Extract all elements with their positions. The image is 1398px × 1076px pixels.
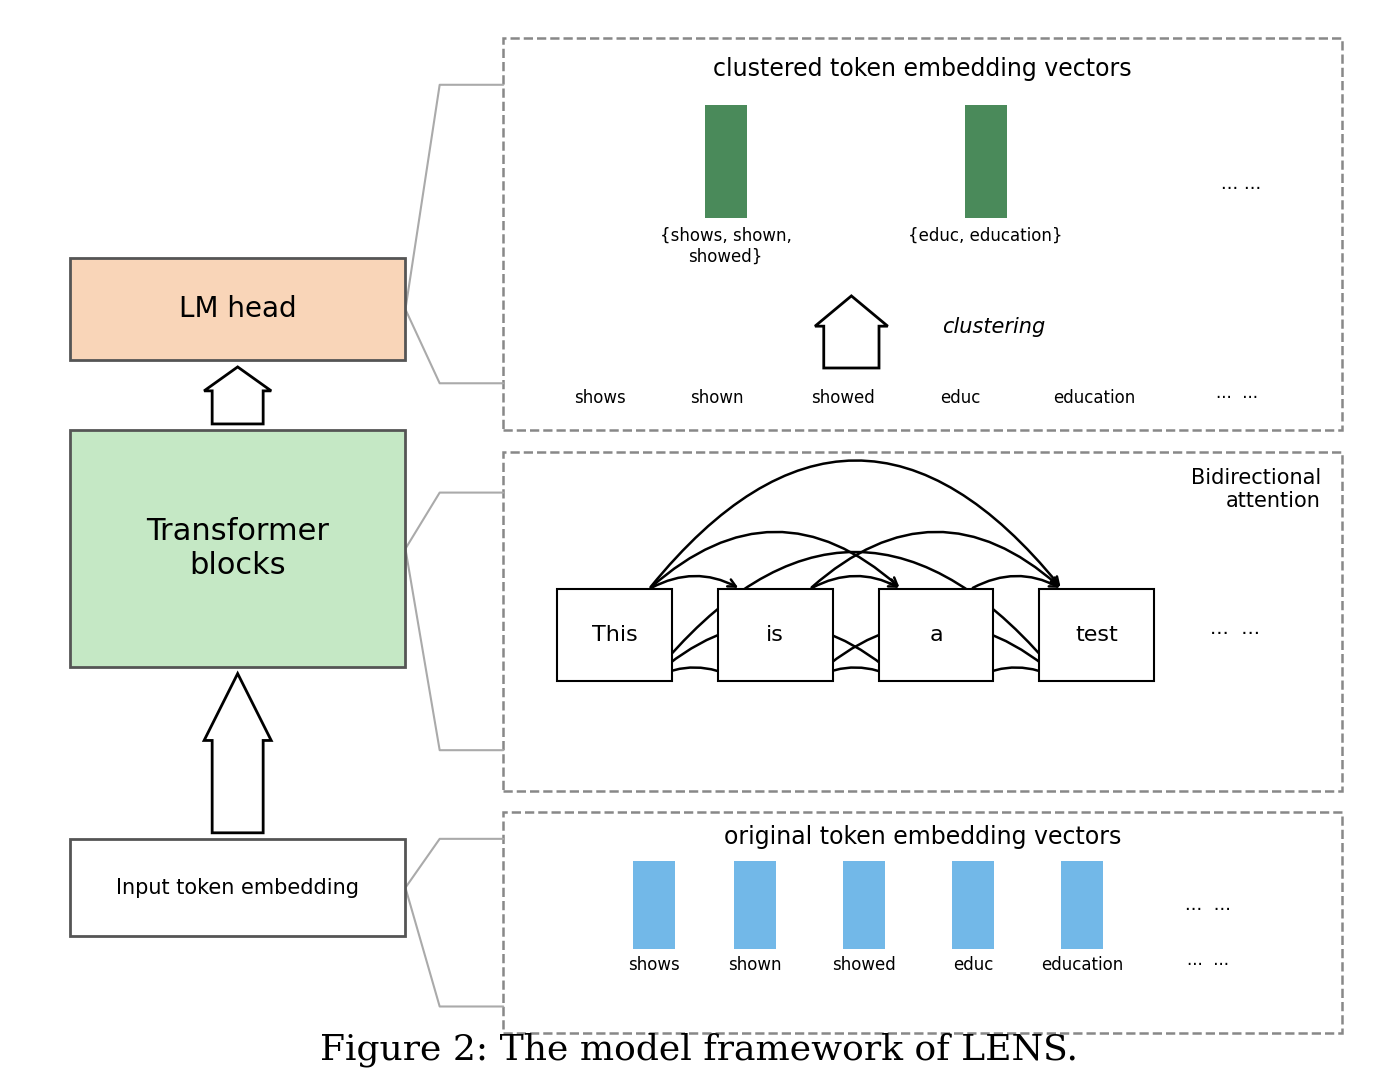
FancyArrowPatch shape — [651, 576, 735, 587]
Bar — [705, 105, 747, 218]
Text: Bidirectional
attention: Bidirectional attention — [1191, 468, 1321, 511]
Text: LM head: LM head — [179, 295, 296, 324]
Polygon shape — [815, 296, 888, 368]
Text: ...  ...: ... ... — [1186, 896, 1230, 914]
Text: education: education — [1054, 388, 1135, 407]
Text: ···  ···: ··· ··· — [1187, 955, 1229, 974]
Text: showed: showed — [811, 388, 875, 407]
Bar — [70, 839, 405, 936]
FancyArrowPatch shape — [653, 552, 1061, 679]
Text: clustered token embedding vectors: clustered token embedding vectors — [713, 57, 1132, 81]
Text: Input token embedding: Input token embedding — [116, 878, 359, 897]
Bar — [633, 861, 675, 949]
Polygon shape — [204, 674, 271, 833]
Text: Transformer
blocks: Transformer blocks — [147, 518, 329, 580]
Bar — [503, 38, 1342, 430]
Bar — [878, 590, 993, 681]
Text: educ: educ — [941, 388, 980, 407]
FancyArrowPatch shape — [812, 532, 1058, 587]
Text: a: a — [930, 625, 942, 645]
Text: ···  ···: ··· ··· — [1211, 625, 1260, 645]
Bar — [1040, 590, 1155, 681]
Text: shows: shows — [628, 955, 681, 974]
FancyArrowPatch shape — [651, 532, 898, 587]
Bar — [952, 861, 994, 949]
Bar — [503, 452, 1342, 791]
Bar — [503, 812, 1342, 1033]
Text: is: is — [766, 625, 784, 645]
Text: shown: shown — [691, 388, 744, 407]
Text: ... ...: ... ... — [1222, 175, 1261, 194]
FancyArrowPatch shape — [815, 667, 899, 679]
Text: shows: shows — [573, 388, 626, 407]
Text: test: test — [1075, 625, 1118, 645]
Bar — [965, 105, 1007, 218]
Text: {educ, education}: {educ, education} — [909, 227, 1062, 245]
Polygon shape — [204, 367, 271, 424]
Bar — [70, 258, 405, 360]
Text: showed: showed — [832, 955, 896, 974]
FancyArrowPatch shape — [653, 623, 899, 679]
Text: shown: shown — [728, 955, 781, 974]
Text: {shows, shown,
showed}: {shows, shown, showed} — [660, 227, 791, 266]
Bar — [734, 861, 776, 949]
FancyArrowPatch shape — [650, 461, 1058, 587]
Text: clustering: clustering — [942, 316, 1046, 337]
Text: education: education — [1042, 955, 1123, 974]
FancyArrowPatch shape — [973, 576, 1057, 587]
FancyArrowPatch shape — [654, 667, 738, 679]
Bar — [1061, 861, 1103, 949]
Bar — [70, 430, 405, 667]
Text: original token embedding vectors: original token embedding vectors — [724, 825, 1121, 849]
Text: educ: educ — [953, 955, 993, 974]
Text: Figure 2: The model framework of LENS.: Figure 2: The model framework of LENS. — [320, 1033, 1078, 1067]
FancyArrowPatch shape — [976, 667, 1060, 679]
Text: ···  ···: ··· ··· — [1216, 388, 1258, 407]
Text: This: This — [591, 625, 637, 645]
FancyArrowPatch shape — [812, 576, 896, 587]
Bar — [719, 590, 832, 681]
Bar — [843, 861, 885, 949]
FancyArrowPatch shape — [814, 623, 1060, 679]
Bar — [556, 590, 672, 681]
